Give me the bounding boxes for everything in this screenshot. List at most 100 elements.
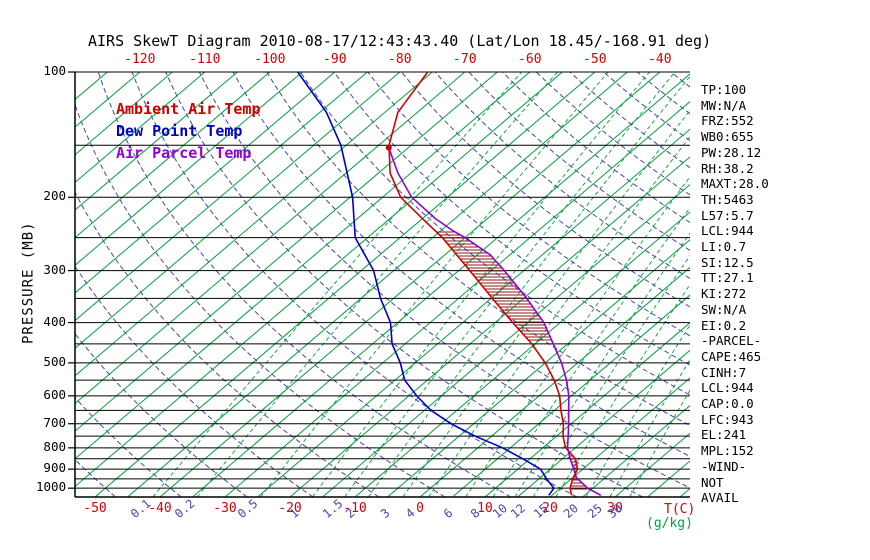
- isotherm-line: [75, 72, 498, 432]
- top-temp-tick-label: -80: [388, 52, 412, 67]
- mixing-ratio-unit-label: (g/kg): [646, 516, 693, 531]
- stat-line: TT:27.1: [701, 270, 754, 286]
- bottom-temp-tick-label: 30: [607, 501, 623, 516]
- bottom-temp-tick-label: 20: [542, 501, 558, 516]
- temperature-unit-label: T(C): [664, 502, 696, 517]
- mixing-ratio-line: [514, 232, 690, 497]
- sounding-curves: [297, 72, 602, 497]
- stat-line: PW:28.12: [701, 144, 762, 160]
- dry-adiabat-line: [806, 72, 870, 497]
- mixing-ratio-line: [152, 72, 522, 497]
- stat-line: FRZ:552: [701, 113, 754, 129]
- isotherm-line: [75, 72, 563, 488]
- pressure-tick-label: 600: [43, 386, 66, 402]
- stat-line: AVAIL: [701, 490, 739, 506]
- parcel-temp-curve: [388, 147, 602, 497]
- top-temp-tick-label: -40: [648, 52, 672, 67]
- isotherm-line: [75, 72, 466, 405]
- isotherm-line: [582, 404, 690, 497]
- dry-adiabat-line: [198, 72, 690, 489]
- isotherm-line: [75, 72, 173, 156]
- dry-adiabat-line: [840, 72, 870, 497]
- dry-adiabat-line: [75, 191, 380, 497]
- stat-line: EL:241: [701, 427, 747, 443]
- dry-adiabat-line: [569, 72, 690, 169]
- isotherm-line: [75, 72, 336, 294]
- dry-adiabat-line: [502, 72, 690, 224]
- isotherm-line: [387, 239, 690, 497]
- mixing-ratio-line: [344, 72, 676, 497]
- stat-line: MW:N/A: [701, 97, 747, 113]
- stat-line: TP:100: [701, 82, 747, 97]
- mixing-ratio-line: [196, 72, 558, 497]
- mixing-ratio-line: [260, 72, 609, 497]
- isotherm-line: [75, 72, 76, 73]
- isotherm-line: [224, 100, 690, 497]
- stat-line: TH:5463: [701, 191, 754, 207]
- dry-adiabat-line: [97, 72, 512, 497]
- isotherm-line: [75, 72, 206, 184]
- sounding-indices-panel: TP:100 MW:N/A FRZ:552 WB0:655 PW:28.12 RH:38.…: [701, 82, 769, 506]
- stat-line: LCL:944: [701, 380, 754, 396]
- mixing-ratio-line: [428, 135, 690, 497]
- stat-line: CINH:7: [701, 364, 747, 380]
- pressure-tick-label: 900: [43, 460, 66, 476]
- stat-line: SI:12.5: [701, 254, 754, 270]
- chart-title: AIRS SkewT Diagram 2010-08-17/12:43:43.4…: [88, 32, 712, 50]
- mixing-ratio-line: [465, 176, 690, 497]
- bottom-temp-tick-label: -10: [343, 501, 367, 516]
- pressure-tick-label: 200: [43, 188, 66, 204]
- pressure-tick-label: 400: [43, 313, 66, 329]
- pressure-tick-label: 800: [43, 438, 66, 454]
- stat-line: RH:38.2: [701, 160, 754, 176]
- top-temp-tick-label: -50: [583, 52, 607, 67]
- mixing-ratio-line: [555, 283, 690, 497]
- dry-adiabat-line: [75, 103, 446, 497]
- dry-adiabat-line: [367, 72, 690, 337]
- isotherm-line: [75, 72, 433, 377]
- stat-line: -WIND-: [701, 458, 747, 474]
- pressure-grid: [75, 71, 690, 489]
- dry-adiabat-line: [266, 72, 690, 427]
- mpl-marker-dot: [385, 144, 392, 151]
- top-temp-tick-label: -60: [518, 52, 542, 67]
- dry-adiabat-line: [772, 72, 870, 497]
- top-temp-tick-label: -100: [254, 52, 286, 67]
- pressure-axis-label: PRESSURE (MB): [20, 221, 37, 344]
- dry-adiabat-line: [333, 72, 690, 366]
- stat-line: LCL:944: [701, 223, 754, 239]
- stat-line: LFC:943: [701, 411, 754, 427]
- bottom-temp-tick-label: 10: [477, 501, 493, 516]
- dry-adiabat-line: [535, 72, 690, 196]
- isotherm-line: [75, 72, 368, 322]
- isotherm-line: [289, 156, 690, 497]
- isotherm-line: [159, 72, 661, 497]
- stat-line: MPL:152: [701, 443, 754, 459]
- isotherm-line: [322, 183, 690, 497]
- isotherm-line: [419, 266, 690, 497]
- bottom-temp-tick-label: -20: [278, 501, 302, 516]
- ambient-temp-curve: [388, 72, 579, 496]
- isotherm-line: [75, 72, 531, 460]
- isotherm-line: [484, 322, 690, 497]
- pressure-tick-label: 1000: [36, 479, 67, 495]
- bottom-temp-tick-label: -50: [83, 501, 107, 516]
- isotherm-line: [354, 211, 690, 497]
- isotherm-line: [75, 72, 401, 349]
- legend-air-parcel-temp: Air Parcel Temp: [116, 144, 252, 162]
- isotherm-line: [257, 128, 690, 497]
- pressure-tick-label: 500: [43, 353, 66, 369]
- pressure-tick-label: 700: [43, 414, 66, 430]
- dewpoint-curve: [297, 72, 555, 496]
- top-temp-tick-label: -70: [453, 52, 477, 67]
- mixing-ratio-line: [492, 206, 690, 497]
- stat-line: CAPE:465: [701, 348, 762, 364]
- dry-adiabat-line: [165, 72, 643, 497]
- top-temp-tick-label: -120: [124, 52, 156, 67]
- top-temp-tick-label: -110: [189, 52, 221, 67]
- mixing-ratio-line: [402, 109, 690, 497]
- bottom-temp-tick-label: -40: [148, 501, 172, 516]
- stat-line: SW:N/A: [701, 301, 747, 317]
- legend-dew-point-temp: Dew Point Temp: [116, 122, 243, 140]
